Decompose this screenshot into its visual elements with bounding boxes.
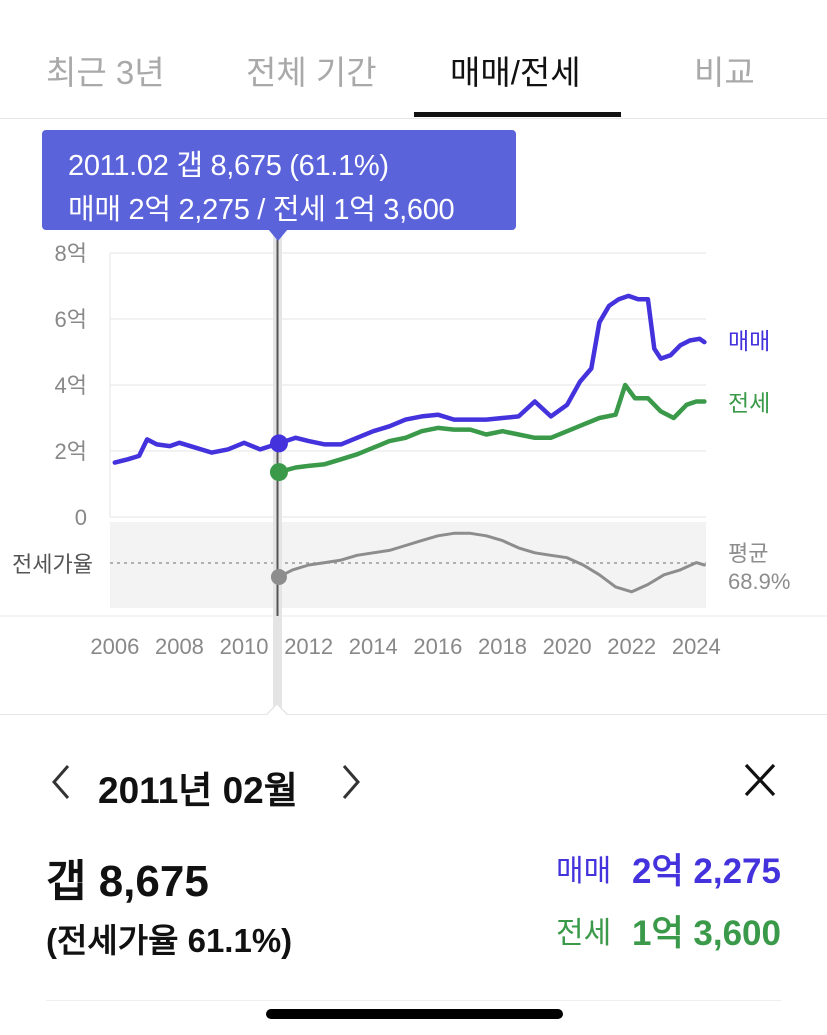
- y-axis-ticks: 8억 6억 4억 2억 0: [55, 241, 87, 530]
- x-tick-label: 2024: [672, 634, 721, 659]
- tooltip-arrow: [268, 229, 288, 241]
- x-tick-label: 2016: [413, 634, 462, 659]
- tooltip-line-gap: 2011.02 갭 8,675 (61.1%): [68, 150, 389, 182]
- chevron-right-icon: [342, 765, 360, 799]
- cursor-point-jeonse: [269, 463, 288, 482]
- x-tick-label: 2014: [349, 634, 398, 659]
- x-tick-label: 2008: [155, 634, 204, 659]
- ratio-panel-background: [110, 522, 706, 608]
- x-tick-label: 2006: [90, 634, 139, 659]
- jeonse-ratio: (전세가율 61.1%): [46, 922, 293, 959]
- x-tick-label: 2012: [284, 634, 333, 659]
- chart-grid: [109, 252, 706, 518]
- x-tick-label: 2018: [478, 634, 527, 659]
- series-label-sale: 매매: [728, 328, 770, 354]
- cursor-points: [269, 434, 288, 585]
- y-tick-label: 8억: [55, 241, 87, 266]
- y-tick-label: 6억: [55, 307, 87, 332]
- y-tick-label: 0: [75, 505, 87, 530]
- tab-compare[interactable]: 비교: [694, 54, 755, 91]
- line-jeonse: [276, 382, 707, 475]
- chevron-left-icon: [52, 765, 70, 799]
- x-tick-label: 2022: [607, 634, 656, 659]
- tab-sale-jeonse[interactable]: 매매/전세: [450, 54, 581, 91]
- active-tab-indicator: [414, 112, 621, 117]
- tab-bar: 최근 3년 전체 기간 매매/전세 비교: [0, 0, 827, 119]
- section-divider: [0, 714, 827, 715]
- bottom-separator: [46, 1000, 781, 1001]
- gap-amount: 갭 8,675: [46, 857, 209, 906]
- close-button[interactable]: [738, 761, 782, 801]
- ratio-axis-label: 전세가율: [12, 552, 93, 577]
- tab-full-period[interactable]: 전체 기간: [246, 54, 377, 91]
- selection-pointer: [266, 703, 288, 715]
- average-ratio-value: 68.9%: [728, 569, 790, 594]
- jeonse-price-value: 1억 3,600: [632, 914, 781, 953]
- x-tick-label: 2010: [220, 634, 269, 659]
- cursor-point-ratio: [270, 568, 287, 585]
- sale-price-value: 2억 2,275: [632, 852, 781, 891]
- x-tick-label: 2020: [543, 634, 592, 659]
- sale-price-label: 매매: [556, 855, 612, 888]
- tab-recent-3-years[interactable]: 최근 3년: [46, 54, 165, 91]
- series-label-jeonse: 전세: [728, 390, 770, 416]
- previous-month-button[interactable]: [42, 760, 82, 804]
- y-tick-label: 4억: [55, 373, 87, 398]
- series-labels: 매매 전세 평균 68.9%: [728, 328, 790, 594]
- series-lines: [112, 293, 707, 594]
- x-axis-ticks: 2006 2008 2010 2012 2014 2016 2018 2020 2022 2024: [90, 634, 720, 659]
- close-icon: [744, 763, 776, 797]
- average-ratio-label: 평균: [728, 541, 768, 566]
- chart-tooltip: 2011.02 갭 8,675 (61.1%) 매매 2억 2,275 / 전세…: [42, 130, 516, 230]
- cursor-point-sale: [269, 434, 288, 453]
- tooltip-line-prices: 매매 2억 2,275 / 전세 1억 3,600: [68, 194, 455, 226]
- jeonse-price-label: 전세: [556, 917, 612, 950]
- home-indicator: [266, 1009, 563, 1019]
- line-jeonse-ratio: [277, 531, 706, 594]
- line-sale: [112, 293, 707, 465]
- selected-date: 2011년 02월: [98, 770, 298, 811]
- next-month-button[interactable]: [330, 760, 370, 804]
- y-tick-label: 2억: [55, 439, 87, 464]
